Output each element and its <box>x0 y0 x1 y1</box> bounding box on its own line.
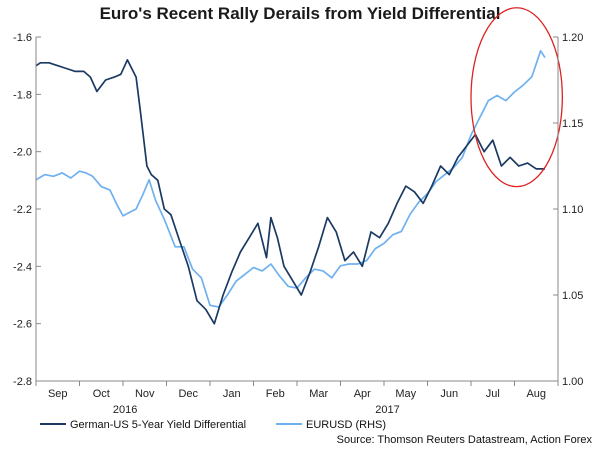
legend-label-eurusd: EURUSD (RHS) <box>306 419 386 431</box>
left-tick-label: -2.8 <box>13 376 32 388</box>
x-tick-label-month: Aug <box>526 388 546 400</box>
x-tick-label-month: Oct <box>93 388 110 400</box>
left-tick-label: -1.6 <box>13 32 32 44</box>
right-tick-label: 1.15 <box>562 118 583 130</box>
right-tick-label: 1.20 <box>562 32 583 44</box>
legend-label-yield: German-US 5-Year Yield Differential <box>70 419 246 431</box>
x-tick-label-month: Jan <box>223 388 241 400</box>
left-tick-label: -1.8 <box>13 89 32 101</box>
x-tick-label-month: Nov <box>135 388 155 400</box>
left-tick-label: -2.4 <box>13 261 32 273</box>
left-tick-label: -2.2 <box>13 204 32 216</box>
x-tick-label-month: Jun <box>440 388 458 400</box>
highlight-ellipse <box>470 7 563 188</box>
right-tick-label: 1.10 <box>562 204 583 216</box>
x-tick-label-month: Dec <box>178 388 198 400</box>
right-tick-label: 1.05 <box>562 290 583 302</box>
x-tick-label-month: Sep <box>48 388 68 400</box>
x-tick-label-month: Feb <box>266 388 285 400</box>
x-tick-label-year: 2017 <box>375 404 399 416</box>
x-tick-label-month: Jul <box>486 388 500 400</box>
x-tick-label-month: May <box>395 388 416 400</box>
left-tick-label: -2.6 <box>13 319 32 331</box>
eurusd-line <box>35 49 546 308</box>
right-tick-label: 1.00 <box>562 376 583 388</box>
yield-differential-line <box>35 59 545 325</box>
left-tick-label: -2.0 <box>13 147 32 159</box>
chart-title: Euro's Recent Rally Derails from Yield D… <box>99 4 501 23</box>
x-tick-label-year: 2016 <box>113 404 137 416</box>
x-tick-label-month: Apr <box>354 388 371 400</box>
source-note: Source: Thomson Reuters Datastream, Acti… <box>337 434 593 446</box>
x-tick-label-month: Mar <box>309 388 328 400</box>
